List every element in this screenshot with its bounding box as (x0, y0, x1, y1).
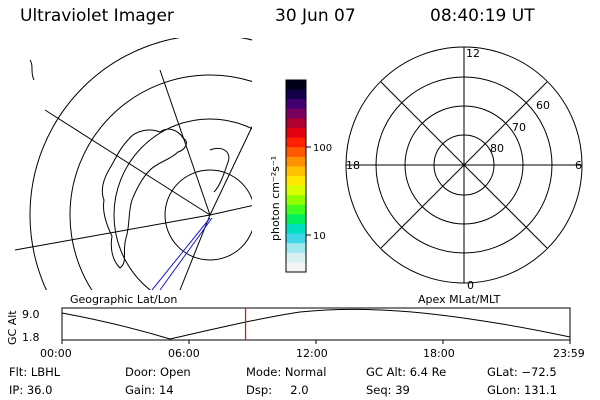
timeline-xtick: 18:00 (423, 347, 455, 360)
mlat-label-60: 60 (536, 99, 550, 112)
colorbar-cell (286, 118, 306, 129)
meridian (209, 205, 252, 216)
meridian (44, 109, 211, 216)
colorbar-cell (286, 128, 306, 139)
colorbar-cell (286, 252, 306, 263)
gain-value: Gain: 14 (125, 383, 174, 397)
glat-value: GLat: −72.5 (487, 365, 557, 379)
colorbar-cell (286, 233, 306, 244)
colorbar-unit-label: photon cm⁻²s⁻¹ (269, 156, 282, 241)
left-panel-label: Geographic Lat/Lon (70, 293, 177, 306)
colorbar-cell (286, 224, 306, 235)
colorbar-cell (286, 80, 306, 91)
meridian (159, 69, 211, 216)
coastline (101, 128, 187, 269)
instrument-title: Ultraviolet Imager (20, 6, 174, 26)
mlt-label-18: 18 (346, 159, 360, 172)
coastline-detail (209, 147, 230, 193)
orbit-track (151, 217, 211, 290)
timeline-ytick-max: 9.0 (22, 308, 40, 321)
date-label: 30 Jun 07 (275, 6, 356, 26)
colorbar-cell (286, 166, 306, 177)
timeline-ytick-min: 1.8 (22, 331, 40, 344)
coastline-detail (29, 59, 35, 81)
colorbar-cell (286, 89, 306, 100)
gc-alt-value: GC Alt: 6.4 Re (366, 365, 447, 379)
timeline-ylabel: GC Alt (6, 310, 19, 345)
lat-circle-mid (69, 74, 252, 290)
door-value: Door: Open (125, 365, 191, 379)
glon-value: GLon: 131.1 (487, 383, 557, 397)
lat-circle-inner (113, 118, 252, 290)
timeline-xtick: 00:00 (40, 347, 72, 360)
colorbar-tick-100: 100 (313, 143, 332, 154)
ip-value: IP: 36.0 (9, 383, 53, 397)
colorbar-cell (286, 243, 306, 254)
colorbar-cell (286, 147, 306, 158)
colorbar-cell (286, 262, 306, 273)
time-label: 08:40:19 UT (430, 6, 535, 26)
timeline-xtick: 23:59 (553, 347, 585, 360)
mlat-label-80: 80 (490, 142, 504, 155)
colorbar-cell (286, 137, 306, 148)
colorbar-cell (286, 185, 306, 196)
timeline-xtick: 12:00 (296, 347, 328, 360)
mlt-label-0: 0 (467, 279, 474, 292)
mlat-label-70: 70 (512, 121, 526, 134)
lat-circle-pole (164, 169, 252, 261)
colorbar-cell (286, 214, 306, 225)
meridian (14, 214, 211, 251)
altitude-curve (61, 308, 571, 340)
colorbar-cell (286, 99, 306, 110)
timeline-xtick: 06:00 (168, 347, 200, 360)
colorbar-cell (286, 195, 306, 206)
colorbar-cell (286, 204, 306, 215)
mode-value: Mode: Normal (246, 365, 327, 379)
meridian (209, 125, 252, 216)
filter-value: Flt: LBHL (9, 365, 61, 379)
orbit-track (159, 217, 213, 290)
mlt-label-6: 6 (575, 159, 582, 172)
mlt-label-12: 12 (466, 47, 480, 60)
colorbar-tick-10: 10 (313, 231, 326, 242)
colorbar-cell (286, 108, 306, 119)
colorbar-cell (286, 176, 306, 187)
mlt-line-diag (380, 81, 548, 249)
colorbar-cell (286, 156, 306, 167)
dsp-value: Dsp: 2.0 (246, 383, 309, 397)
seq-value: Seq: 39 (366, 383, 410, 397)
lat-circle-outer (29, 38, 252, 290)
right-panel-label: Apex MLat/MLT (418, 293, 501, 306)
